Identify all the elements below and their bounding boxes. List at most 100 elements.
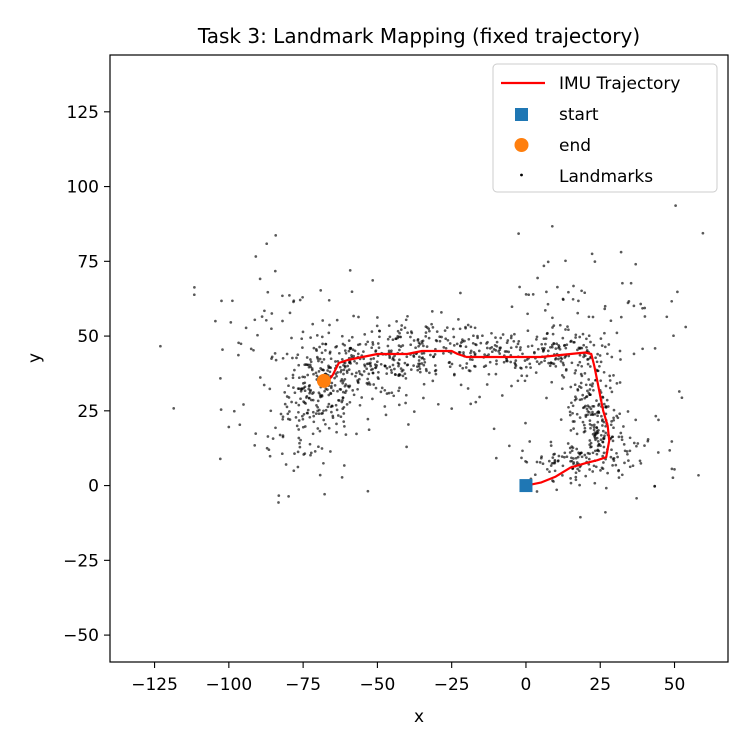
landmark-point xyxy=(614,463,618,467)
landmark-point xyxy=(231,299,234,303)
landmark-point xyxy=(596,352,599,356)
landmark-point xyxy=(572,462,575,466)
landmark-point xyxy=(567,328,570,332)
landmark-point xyxy=(533,473,537,477)
end-marker xyxy=(316,373,331,388)
landmark-point xyxy=(317,408,321,412)
landmark-point xyxy=(341,396,345,399)
landmark-point xyxy=(412,410,416,413)
landmark-point xyxy=(348,361,351,365)
landmark-point xyxy=(526,345,530,348)
landmark-point xyxy=(352,314,355,318)
landmark-point xyxy=(527,293,531,297)
landmark-point xyxy=(304,363,308,366)
landmark-point xyxy=(353,349,357,353)
landmark-point xyxy=(237,341,240,345)
landmark-point xyxy=(561,336,565,340)
landmark-point xyxy=(435,330,439,333)
landmark-point xyxy=(404,401,407,405)
landmark-point xyxy=(536,347,540,351)
landmark-point xyxy=(531,293,535,296)
landmark-point xyxy=(363,333,367,336)
landmark-point xyxy=(374,366,377,370)
landmark-point xyxy=(588,365,592,368)
landmark-point xyxy=(333,384,337,387)
landmark-point xyxy=(390,391,394,395)
landmark-point xyxy=(457,318,460,321)
legend-start-swatch xyxy=(515,108,528,121)
landmark-point xyxy=(618,381,622,384)
landmark-point xyxy=(464,325,467,329)
landmark-point xyxy=(570,449,574,453)
landmark-point xyxy=(570,456,573,460)
landmark-point xyxy=(592,423,596,427)
landmark-point xyxy=(372,383,376,386)
landmark-point xyxy=(600,419,604,423)
landmark-point xyxy=(410,331,414,335)
landmark-point xyxy=(264,318,268,322)
landmark-point xyxy=(571,297,575,301)
landmark-point xyxy=(545,290,548,294)
landmark-point xyxy=(283,402,287,406)
landmark-point xyxy=(329,357,333,361)
landmark-point xyxy=(412,354,415,357)
landmark-point xyxy=(355,371,358,375)
landmark-point xyxy=(462,351,465,354)
landmark-point xyxy=(616,416,620,420)
landmark-point xyxy=(585,456,588,459)
landmark-point xyxy=(342,368,346,372)
landmark-point xyxy=(331,389,335,393)
landmark-point xyxy=(469,349,473,353)
landmark-point xyxy=(606,352,609,356)
landmark-point xyxy=(564,368,568,371)
landmark-point xyxy=(577,346,581,350)
landmark-point xyxy=(578,360,582,364)
landmark-point xyxy=(549,361,553,365)
landmark-point xyxy=(239,342,243,346)
landmark-point xyxy=(318,345,321,349)
landmark-point xyxy=(301,330,305,334)
landmark-point xyxy=(281,434,285,437)
landmark-point xyxy=(292,299,296,303)
landmark-point xyxy=(521,352,524,356)
landmark-point xyxy=(420,352,424,355)
landmark-point xyxy=(626,452,629,456)
landmark-point xyxy=(590,384,594,388)
landmark-point xyxy=(341,407,345,411)
landmark-point xyxy=(465,362,469,365)
landmark-point xyxy=(612,374,615,377)
landmark-point xyxy=(267,448,271,452)
landmark-point xyxy=(306,411,309,415)
landmark-point xyxy=(535,360,539,363)
landmark-point xyxy=(569,340,572,343)
landmark-point xyxy=(564,259,567,263)
landmark-point xyxy=(534,371,538,374)
landmark-point xyxy=(374,349,378,352)
landmark-point xyxy=(340,377,344,381)
landmark-point xyxy=(417,344,420,348)
landmark-point xyxy=(466,323,470,327)
landmark-point xyxy=(428,329,431,333)
landmark-point xyxy=(575,447,579,451)
landmark-point xyxy=(576,363,580,367)
landmark-point xyxy=(494,336,497,339)
landmark-point xyxy=(586,410,590,413)
landmark-point xyxy=(318,473,322,477)
landmark-point xyxy=(593,434,597,437)
landmark-point xyxy=(288,311,292,315)
landmark-point xyxy=(641,347,644,351)
landmark-point xyxy=(318,393,322,396)
y-axis: −50 −25 0 25 50 75 100 125 xyxy=(63,103,110,646)
landmark-point xyxy=(596,414,599,418)
landmark-point xyxy=(273,269,277,273)
landmark-point xyxy=(474,343,478,347)
landmark-point xyxy=(297,410,300,414)
landmark-point xyxy=(597,404,600,407)
landmark-point xyxy=(355,361,359,365)
landmark-point xyxy=(600,344,604,347)
landmark-point xyxy=(379,362,383,366)
landmark-point xyxy=(609,423,613,427)
landmark-point xyxy=(653,484,657,488)
landmark-point xyxy=(626,410,630,413)
landmark-point xyxy=(334,372,338,376)
